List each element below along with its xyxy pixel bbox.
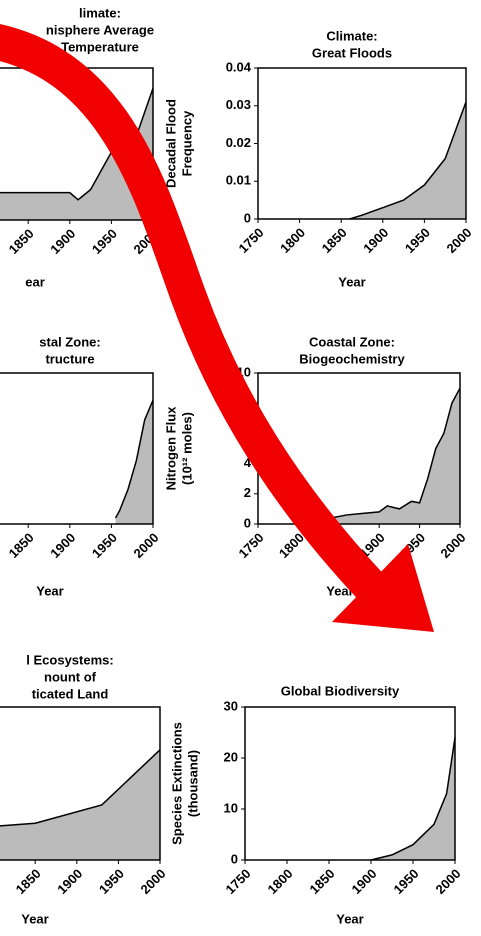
data-line (0, 749, 161, 827)
area-fill (349, 101, 466, 219)
x-tick-label: 2000 (443, 225, 474, 256)
chart-title: nount of (44, 669, 97, 684)
chart-title: Climate: (326, 28, 377, 43)
x-tick-label: 2000 (437, 530, 468, 561)
x-tick-label: 1950 (89, 226, 120, 257)
x-tick-label: 2000 (130, 530, 161, 561)
chart-title: limate: (79, 5, 121, 20)
x-tick-label: 2000 (432, 866, 463, 897)
y-tick-label: 30 (224, 698, 238, 713)
area-fill (0, 88, 153, 220)
x-tick-label: 1850 (306, 866, 337, 897)
x-tick-label: 1750 (235, 225, 266, 256)
x-axis-label: Year (338, 274, 365, 289)
x-axis-label: Year (36, 583, 63, 598)
y-tick-label: 0 (231, 851, 238, 866)
x-tick-label: 1800 (277, 225, 308, 256)
y-axis-label: Species Extinctions (169, 722, 184, 845)
y-tick-label: 2 (244, 485, 251, 500)
x-tick-label: 1950 (96, 866, 127, 897)
chart-title: Great Floods (312, 45, 392, 60)
chart-title: nisphere Average (46, 22, 154, 37)
plot-frame (0, 706, 161, 861)
chart-title: ticated Land (32, 686, 109, 701)
data-line (114, 399, 154, 519)
chart-title: Coastal Zone: (309, 334, 395, 349)
y-tick-label: 20 (224, 749, 238, 764)
x-tick-label: 1900 (47, 530, 78, 561)
chart-title: Biogeochemistry (299, 351, 405, 366)
area-fill (318, 388, 460, 524)
x-tick-label: 1950 (390, 866, 421, 897)
chart-title: stal Zone: (39, 334, 100, 349)
chart-title: l Ecosystems: (26, 652, 113, 667)
x-tick-label: 1800 (264, 866, 295, 897)
x-tick-label: 1900 (47, 226, 78, 257)
x-axis-label: Year (336, 911, 363, 926)
arrow-head (332, 544, 434, 632)
y-tick-label: 0.01 (226, 173, 251, 188)
y-tick-label: 0.02 (226, 135, 251, 150)
y-tick-label: 10 (224, 800, 238, 815)
x-tick-label: 1750 (235, 530, 266, 561)
data-line (349, 101, 467, 220)
plot-frame (244, 706, 456, 861)
x-tick-label: 1850 (6, 226, 37, 257)
chart-title: Global Biodiversity (281, 683, 400, 698)
y-axis-label: Decadal Flood (163, 99, 178, 188)
x-tick-label: 1850 (13, 866, 44, 897)
y-tick-label: 4 (244, 455, 252, 470)
arrow-shaft (0, 24, 386, 601)
x-tick-label: 1900 (360, 225, 391, 256)
x-tick-label: 1900 (348, 866, 379, 897)
x-tick-label: 1950 (89, 530, 120, 561)
y-tick-label: 0.04 (226, 59, 252, 74)
area-fill (115, 400, 153, 524)
y-axis-label: (10¹² moles) (179, 412, 194, 485)
chart-title: tructure (45, 351, 94, 366)
y-tick-label: 0 (244, 210, 251, 225)
x-tick-label: 1950 (402, 225, 433, 256)
x-axis-label: Year (21, 911, 48, 926)
x-tick-label: 2000 (137, 866, 168, 897)
y-axis-label: (thousand) (185, 750, 200, 817)
x-tick-label: 1750 (222, 866, 253, 897)
x-tick-label: 1850 (6, 530, 37, 561)
data-line (370, 737, 456, 861)
area-fill (371, 737, 455, 860)
y-axis-label: Nitrogen Flux (163, 406, 178, 491)
x-tick-label: 1850 (319, 225, 350, 256)
data-line (318, 387, 461, 521)
area-fill (0, 749, 160, 860)
y-tick-label: 0 (244, 515, 251, 530)
plot-frame (0, 372, 154, 525)
x-tick-label: 1900 (54, 866, 85, 897)
y-tick-label: 0.03 (226, 97, 251, 112)
chart-title: Temperature (61, 39, 139, 54)
y-axis-label: Frequency (179, 110, 194, 177)
x-axis-label: ear (25, 274, 45, 289)
